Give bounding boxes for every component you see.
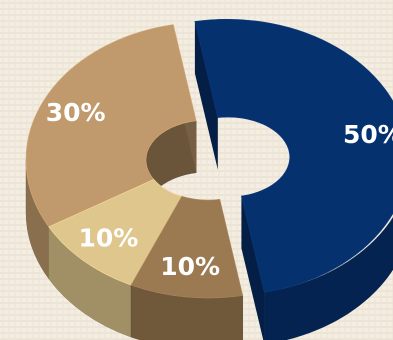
slice-top-face (194, 18, 393, 293)
slice-end-wall (194, 21, 218, 170)
slice-end-wall (241, 196, 265, 340)
slice-label: 50% (343, 120, 393, 149)
slice-top-face (48, 179, 183, 286)
slice-top-face (25, 24, 197, 228)
slice-label: 10% (160, 252, 220, 281)
pie-slice (130, 195, 244, 340)
slice-label: 10% (78, 223, 138, 252)
slices-layer (25, 18, 393, 340)
labels-layer: 50% 10% 10% 30% (46, 98, 393, 281)
pie-slice (194, 18, 393, 340)
slice-label: 30% (46, 98, 106, 127)
slice-top-face (130, 195, 244, 299)
